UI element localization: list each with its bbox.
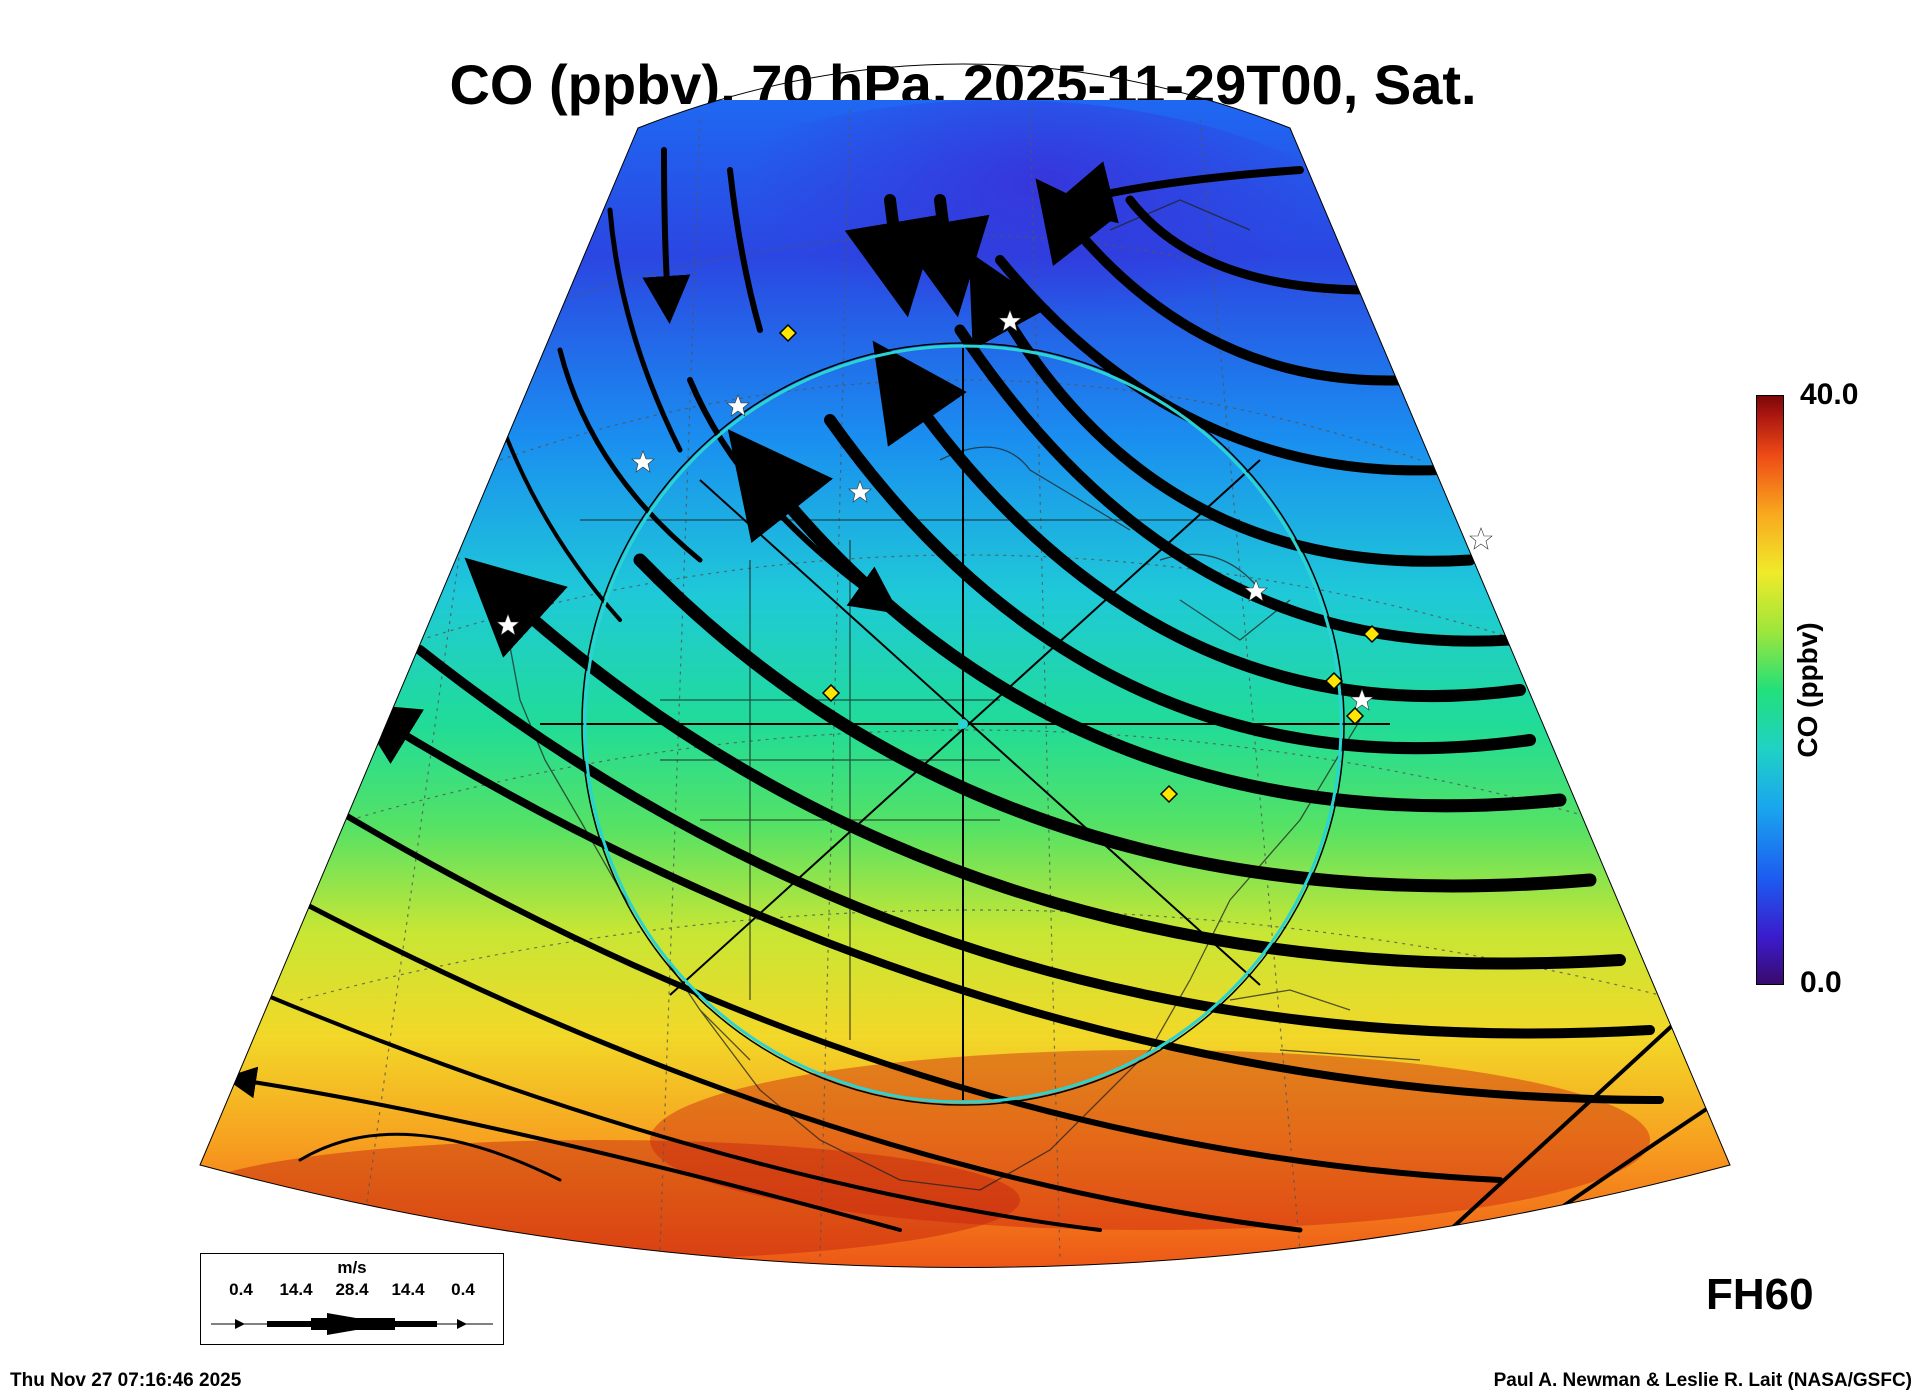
colorbar <box>1756 395 1784 985</box>
credit-text: Paul A. Newman & Leslie R. Lait (NASA/GS… <box>1493 1370 1912 1391</box>
wind-legend-tick: 14.4 <box>279 1280 313 1299</box>
colorbar-max-label: 40.0 <box>1800 378 1859 411</box>
colorbar-title: CO (ppbv) <box>1792 622 1823 758</box>
generation-timestamp: Thu Nov 27 07:16:46 2025 <box>10 1370 242 1391</box>
wind-legend-tick: 0.4 <box>451 1280 475 1299</box>
colorbar-min-label: 0.0 <box>1800 966 1842 999</box>
wind-speed-legend: m/s 0.4 14.4 28.4 14.4 0.4 <box>200 1253 504 1345</box>
wind-legend-tick: 14.4 <box>391 1280 425 1299</box>
wind-legend-tick: 28.4 <box>335 1280 369 1299</box>
wind-legend-unit: m/s <box>337 1258 367 1277</box>
wind-legend-tick: 0.4 <box>229 1280 253 1299</box>
wind-legend-arrow <box>211 1313 493 1335</box>
forecast-hour-label: FH60 <box>1706 1270 1814 1319</box>
